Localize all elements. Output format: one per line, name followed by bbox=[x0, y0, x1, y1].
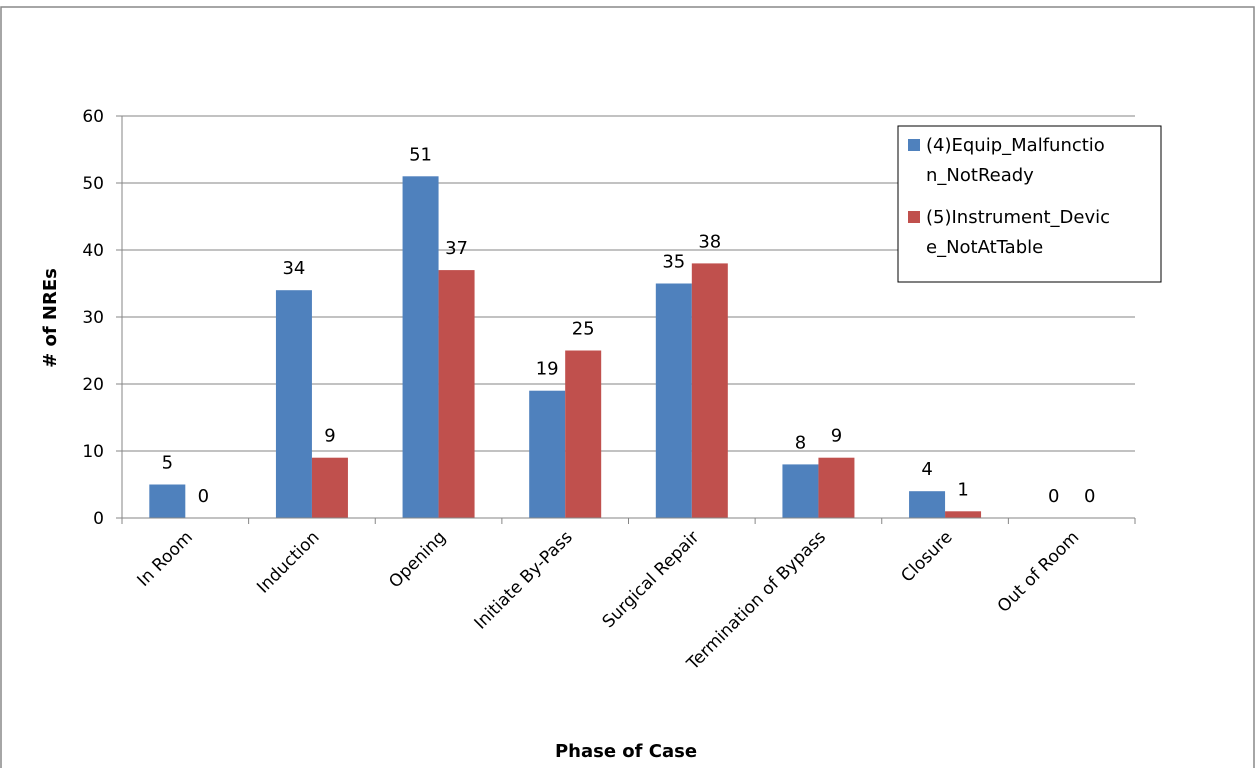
bar bbox=[945, 511, 982, 518]
data-label: 37 bbox=[445, 238, 468, 259]
legend: (4)Equip_Malfunctio n_NotReady (5)Instrume… bbox=[897, 125, 1162, 283]
data-label: 9 bbox=[324, 426, 335, 447]
data-label: 4 bbox=[921, 459, 932, 480]
y-tick-label: 60 bbox=[82, 107, 104, 127]
bar bbox=[438, 270, 475, 518]
data-label: 5 bbox=[162, 453, 173, 474]
y-tick-label: 50 bbox=[82, 174, 104, 194]
data-label: 0 bbox=[198, 486, 209, 507]
data-label: 35 bbox=[662, 252, 685, 273]
data-label: 51 bbox=[409, 144, 432, 165]
chart-border bbox=[0, 6, 1255, 773]
data-label: 38 bbox=[698, 231, 721, 252]
legend-label: (5)Instrument_Devic bbox=[926, 207, 1110, 228]
legend-swatch bbox=[908, 139, 920, 151]
bar bbox=[311, 457, 348, 518]
y-tick-label: 0 bbox=[93, 509, 104, 529]
data-label: 19 bbox=[536, 359, 559, 380]
data-label: 25 bbox=[572, 319, 595, 340]
data-label: 9 bbox=[831, 426, 842, 447]
bar bbox=[818, 457, 855, 518]
bars bbox=[149, 176, 982, 519]
data-labels: 5 0 34 9 51 37 19 25 35 38 8 9 4 1 0 0 bbox=[162, 144, 1096, 507]
data-label: 8 bbox=[795, 432, 806, 453]
legend-swatch bbox=[908, 211, 920, 223]
data-label: 34 bbox=[282, 258, 305, 279]
bar bbox=[565, 350, 602, 518]
legend-label: n_NotReady bbox=[926, 165, 1034, 186]
y-tick-label: 20 bbox=[82, 375, 104, 395]
y-tick-label: 10 bbox=[82, 442, 104, 462]
bar bbox=[529, 390, 566, 518]
y-tick-label: 40 bbox=[82, 241, 104, 261]
y-axis-title: # of NREs bbox=[40, 268, 61, 368]
bar bbox=[909, 491, 946, 518]
bar bbox=[402, 176, 439, 519]
x-axis-title: Phase of Case bbox=[555, 741, 697, 762]
bar bbox=[655, 283, 692, 518]
legend-box bbox=[897, 125, 1162, 283]
data-label: 0 bbox=[1084, 486, 1095, 507]
legend-label: e_NotAtTable bbox=[926, 237, 1043, 258]
legend-label: (4)Equip_Malfunctio bbox=[926, 135, 1105, 156]
bar bbox=[149, 484, 186, 518]
data-label: 0 bbox=[1048, 486, 1059, 507]
y-tick-label: 30 bbox=[82, 308, 104, 328]
bar bbox=[691, 263, 728, 518]
bar bbox=[782, 464, 819, 518]
bar bbox=[275, 290, 312, 518]
data-label: 1 bbox=[957, 479, 968, 500]
